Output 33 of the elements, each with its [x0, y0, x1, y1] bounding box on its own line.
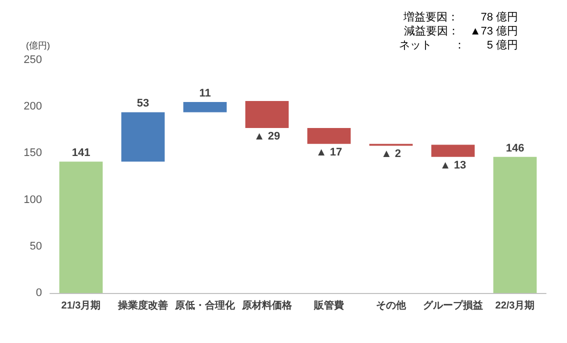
- data-label: ▲ 29: [254, 130, 280, 143]
- y-tick-label: 250: [24, 54, 42, 66]
- x-tick-label: 操業度改善: [117, 300, 168, 312]
- bar: [307, 128, 351, 144]
- x-tick-label: 21/3月期: [61, 300, 101, 312]
- data-label: 141: [72, 147, 90, 160]
- text: 増益要因： 78 億円: [402, 10, 518, 24]
- y-axis-title: (億円): [26, 40, 50, 50]
- bar: [245, 101, 289, 128]
- data-label: ▲ 17: [316, 146, 342, 158]
- bar: [493, 156, 537, 293]
- data-label: ▲ 13: [440, 159, 466, 172]
- y-tick-label: 150: [24, 147, 42, 160]
- text: ネット ： 5 億円: [398, 38, 518, 52]
- x-tick-label: 22/3月期: [495, 300, 535, 312]
- text: 減益要因： ▲73 億円: [404, 24, 518, 38]
- x-tick-label: 原低・合理化: [174, 300, 236, 312]
- bar: [183, 102, 227, 112]
- bar: [121, 112, 165, 162]
- x-tick-label: 原材料価格: [241, 300, 293, 312]
- x-tick-label: その他: [376, 300, 407, 312]
- x-tick-label: 販管費: [313, 300, 344, 312]
- bar: [431, 144, 475, 157]
- x-tick-label: グループ損益: [423, 300, 483, 312]
- y-tick-label: 100: [24, 194, 42, 206]
- data-label: 53: [136, 98, 150, 110]
- data-label: 11: [199, 87, 211, 100]
- bar: [59, 162, 103, 293]
- y-tick-label: 50: [30, 240, 42, 252]
- data-label: 146: [506, 142, 524, 154]
- data-label: ▲ 2: [380, 148, 402, 160]
- y-tick-label: 0: [36, 287, 42, 299]
- y-tick-label: 200: [24, 100, 42, 113]
